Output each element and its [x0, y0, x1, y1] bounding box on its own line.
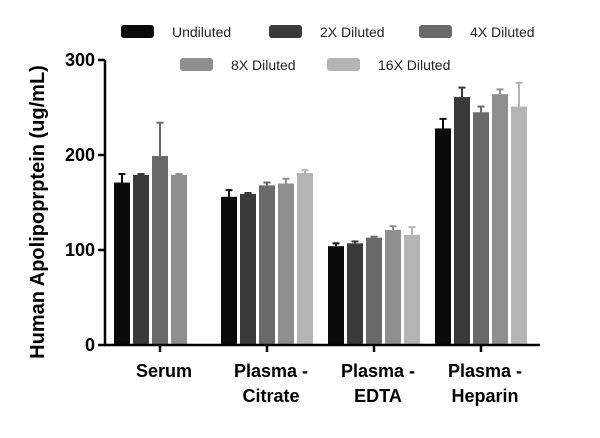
category-label: Serum [136, 361, 192, 381]
legend-label: 16X Diluted [378, 57, 450, 73]
bar-8x-diluted-0 [171, 174, 187, 345]
error-bar [282, 177, 290, 184]
bar-2x-diluted-2 [347, 243, 363, 345]
error-bar [458, 86, 466, 98]
legend: Undiluted 2X Diluted 4X Diluted 8X Diluted 1… [121, 24, 535, 73]
legend-swatch [419, 25, 452, 38]
error-bar [301, 169, 309, 174]
category-label: Plasma - [341, 361, 415, 381]
bar-undiluted-0 [114, 182, 130, 345]
legend-item-4x-diluted: 4X Diluted [419, 24, 535, 40]
bar-2x-diluted-1 [240, 193, 256, 345]
legend-item-undiluted: Undiluted [121, 24, 231, 40]
x-categories: Serum Plasma - Citrate Plasma - EDTA Plasma -… [136, 345, 522, 406]
y-tick-label: 0 [85, 335, 95, 355]
category-label-line2: Heparin [451, 386, 518, 406]
legend-label: 4X Diluted [470, 24, 535, 40]
bar-8x-diluted-3 [492, 94, 508, 345]
bar-undiluted-2 [328, 246, 344, 345]
legend-label: 8X Diluted [231, 57, 296, 73]
y-ticks: 0 100 200 300 [65, 50, 105, 355]
error-bar [225, 189, 233, 197]
legend-item-8x-diluted: 8X Diluted [180, 57, 296, 73]
legend-item-16x-diluted: 16X Diluted [327, 57, 450, 73]
legend-label: 2X Diluted [320, 24, 385, 40]
bar-area [114, 81, 527, 345]
legend-swatch [121, 25, 154, 38]
y-axis-label: Human Apolipoprptein (ug/mL) [27, 65, 49, 359]
y-tick-label: 200 [65, 145, 95, 165]
error-bar [389, 225, 397, 231]
bar-16x-diluted-1 [297, 173, 313, 345]
y-tick-label: 100 [65, 240, 95, 260]
error-bar [137, 173, 145, 175]
y-tick-label: 300 [65, 50, 95, 70]
bar-4x-diluted-2 [366, 237, 382, 345]
error-bar [408, 226, 416, 235]
bar-2x-diluted-3 [454, 97, 470, 345]
legend-swatch [180, 58, 213, 71]
bar-16x-diluted-2 [404, 234, 420, 345]
error-bar [244, 192, 252, 194]
bar-2x-diluted-0 [133, 174, 149, 345]
error-bar [496, 88, 504, 95]
bar-8x-diluted-2 [385, 230, 401, 345]
error-bar [515, 81, 523, 107]
bar-16x-diluted-3 [511, 106, 527, 345]
category-label: Plasma - [234, 361, 308, 381]
bar-4x-diluted-0 [152, 155, 168, 345]
bar-8x-diluted-1 [278, 183, 294, 345]
error-bar [351, 240, 359, 244]
legend-swatch [269, 25, 302, 38]
error-bar [118, 173, 126, 183]
error-bar [477, 105, 485, 113]
legend-label: Undiluted [172, 24, 231, 40]
category-label-line2: Citrate [242, 386, 299, 406]
axes [103, 60, 540, 347]
legend-item-2x-diluted: 2X Diluted [269, 24, 385, 40]
bar-4x-diluted-1 [259, 185, 275, 345]
category-label: Plasma - [448, 361, 522, 381]
category-label-line2: EDTA [354, 386, 402, 406]
legend-swatch [327, 58, 360, 71]
error-bar [332, 242, 340, 247]
error-bar [439, 117, 447, 129]
error-bar [263, 181, 271, 186]
error-bar [370, 235, 378, 238]
bar-undiluted-3 [435, 128, 451, 345]
bar-undiluted-1 [221, 196, 237, 345]
error-bar [175, 173, 183, 175]
error-bar [156, 121, 164, 156]
bar-4x-diluted-3 [473, 112, 489, 345]
